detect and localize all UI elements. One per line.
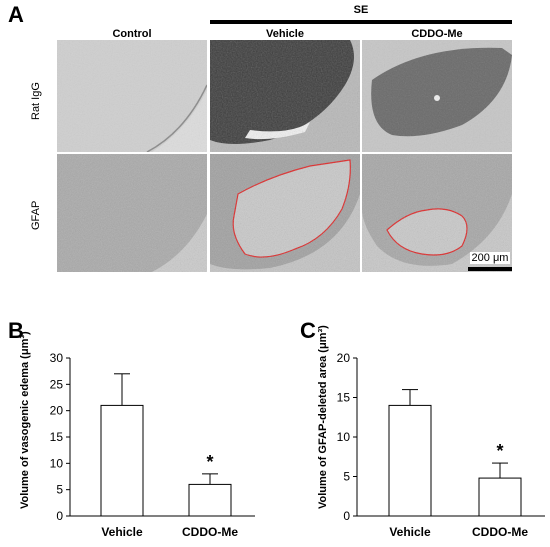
bar-vehicle bbox=[388, 404, 432, 517]
y-tick-label: 5 bbox=[343, 470, 350, 484]
x-tick-label: CDDO-Me bbox=[182, 525, 238, 539]
significance-marker: * bbox=[206, 452, 213, 472]
column-header-control: Control bbox=[112, 28, 152, 40]
y-tick-label: 0 bbox=[56, 509, 63, 523]
y-tick-label: 15 bbox=[337, 391, 351, 405]
micrograph-igg-control bbox=[57, 40, 207, 152]
y-tick-label: 20 bbox=[337, 351, 351, 365]
bar-cddo-me bbox=[478, 477, 522, 517]
column-header-cddo-me: CDDO-Me bbox=[411, 28, 463, 40]
se-group-bar bbox=[210, 20, 512, 24]
micrograph-igg-vehicle bbox=[210, 40, 360, 152]
chart-panel-c: 0 5 10 15 20 Vehicle CDDO-Me * bbox=[290, 340, 550, 547]
chart-b-svg: 0 5 10 15 20 25 30 Vehicle CDDO-Me * bbox=[50, 351, 255, 539]
panel-b-letter: B bbox=[8, 318, 24, 343]
y-tick-label: 25 bbox=[50, 377, 64, 391]
micrograph-gfap-control bbox=[57, 154, 207, 272]
micrograph-igg-cddo-me bbox=[362, 40, 512, 152]
panel-a-letter: A bbox=[8, 2, 24, 27]
bar-cddo-me bbox=[188, 483, 232, 517]
y-tick-label: 15 bbox=[50, 430, 64, 444]
bar-vehicle bbox=[100, 404, 144, 517]
y-tick-label: 10 bbox=[50, 456, 64, 470]
y-tick-label: 0 bbox=[343, 509, 350, 523]
y-tick-label: 5 bbox=[56, 483, 63, 497]
chart-panel-b: 0 5 10 15 20 25 30 Vehicle CDDO-Me * bbox=[0, 340, 275, 547]
column-header-vehicle: Vehicle bbox=[266, 28, 304, 40]
significance-marker: * bbox=[496, 441, 503, 461]
x-tick-label: CDDO-Me bbox=[472, 525, 528, 539]
y-tick-label: 30 bbox=[50, 351, 64, 365]
panel-c-letter: C bbox=[300, 318, 316, 343]
scale-bar-line bbox=[468, 267, 512, 271]
y-tick-label: 20 bbox=[50, 404, 64, 418]
row-header-rat-igg: Rat IgG bbox=[30, 82, 42, 120]
scale-bar: 200 μm bbox=[466, 248, 514, 272]
x-tick-label: Vehicle bbox=[101, 525, 143, 539]
micrograph-gfap-vehicle bbox=[210, 154, 360, 272]
se-group-label: SE bbox=[353, 4, 369, 16]
x-tick-label: Vehicle bbox=[389, 525, 431, 539]
y-tick-label: 10 bbox=[337, 430, 351, 444]
row-header-gfap: GFAP bbox=[30, 200, 42, 230]
chart-c-svg: 0 5 10 15 20 Vehicle CDDO-Me * bbox=[337, 351, 545, 539]
scale-bar-label: 200 μm bbox=[469, 252, 511, 264]
